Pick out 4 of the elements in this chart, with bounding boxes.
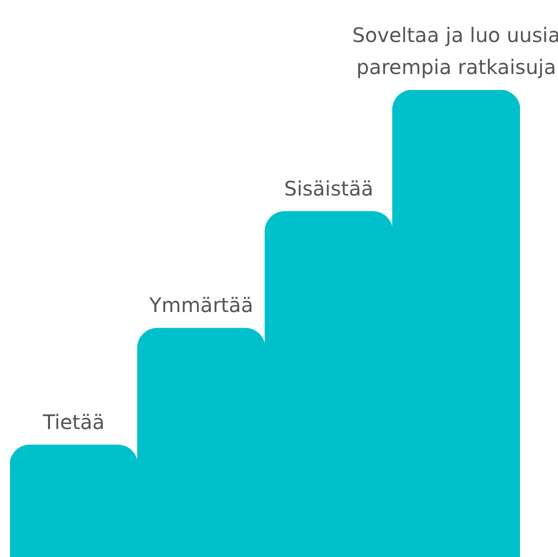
x-tick-label: Ymmärtää [148, 293, 254, 318]
x-tick-label: Soveltaa ja luo uusia parempia ratkaisuja [352, 23, 558, 79]
x-tick-label: Tietää [42, 410, 105, 434]
x-tick-label: Sisäistää [284, 176, 374, 200]
